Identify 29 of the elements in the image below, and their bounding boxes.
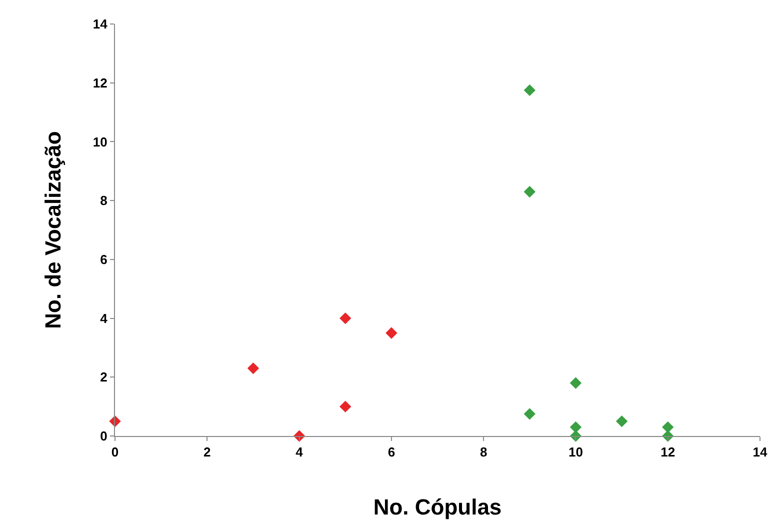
point <box>662 421 674 434</box>
point <box>616 415 628 428</box>
point <box>524 84 536 96</box>
x-tick-label: 12 <box>660 444 676 460</box>
y-tick-label: 0 <box>100 428 108 444</box>
y-tick-label: 8 <box>100 193 108 208</box>
y-tick-label: 2 <box>100 370 108 385</box>
x-tick-label: 0 <box>111 444 119 460</box>
x-tick-label: 10 <box>568 444 583 460</box>
x-tick-label: 8 <box>480 444 488 460</box>
point <box>524 186 536 198</box>
y-tick-label: 6 <box>100 252 108 267</box>
point <box>247 362 260 374</box>
x-axis-title: No. Cópulas <box>373 494 502 520</box>
x-tick-label: 14 <box>752 444 768 460</box>
point <box>340 400 352 412</box>
y-tick-label: 14 <box>92 16 108 32</box>
y-tick-label: 12 <box>92 75 108 90</box>
y-tick-label: 4 <box>100 310 108 326</box>
point <box>386 327 398 339</box>
x-tick-label: 6 <box>388 444 396 460</box>
y-axis-title: No. de Vocalização <box>40 131 66 329</box>
point <box>524 408 536 420</box>
y-tick-label: 10 <box>92 134 108 150</box>
x-tick-label: 2 <box>204 444 211 460</box>
x-tick-label: 4 <box>296 444 304 460</box>
point <box>570 377 582 389</box>
point <box>570 421 582 434</box>
point <box>340 312 352 324</box>
